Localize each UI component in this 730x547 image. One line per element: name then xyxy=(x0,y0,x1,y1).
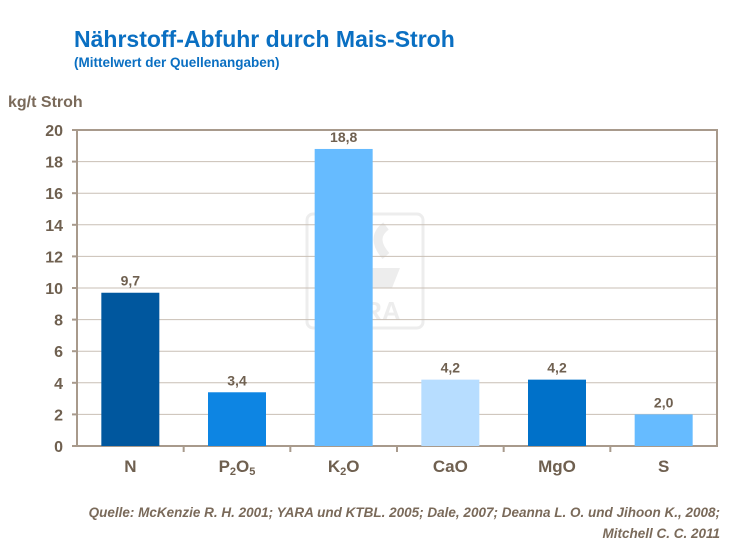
x-tick-label: MgO xyxy=(538,457,576,476)
bar xyxy=(528,379,586,446)
y-tick-label: 2 xyxy=(54,407,63,424)
y-tick-label: 16 xyxy=(45,186,63,203)
y-tick-label: 10 xyxy=(45,281,63,298)
watermark-sail xyxy=(373,222,390,259)
bar xyxy=(208,392,266,446)
y-tick-label: 8 xyxy=(54,313,63,330)
y-tick-label: 4 xyxy=(54,376,63,393)
bar xyxy=(634,414,693,446)
data-label: 3,4 xyxy=(227,372,247,388)
x-tick-label: CaO xyxy=(433,457,468,476)
chart-subtitle: (Mittelwert der Quellenangaben) xyxy=(74,55,280,70)
data-label: 4,2 xyxy=(547,360,567,376)
bar xyxy=(101,292,160,446)
source-note: Quelle: McKenzie R. H. 2001; YARA und KT… xyxy=(88,505,720,541)
bar xyxy=(314,148,373,446)
y-axis-label: kg/t Stroh xyxy=(8,94,83,111)
y-tick-label: 14 xyxy=(45,218,63,235)
x-tick-label: S xyxy=(658,457,669,476)
x-tick-label: N xyxy=(124,457,136,476)
data-label: 9,7 xyxy=(121,273,141,289)
y-tick-label: 6 xyxy=(54,344,63,361)
bar xyxy=(421,379,480,446)
y-tick-label: 0 xyxy=(54,439,63,456)
x-tick-label: K2O xyxy=(328,457,360,478)
data-label: 4,2 xyxy=(441,360,461,376)
data-label: 2,0 xyxy=(654,394,674,410)
y-tick-label: 20 xyxy=(45,123,63,140)
chart-title: Nährstoff-Abfuhr durch Mais-Stroh xyxy=(74,26,455,52)
x-tick-label: P2O5 xyxy=(219,457,256,478)
data-label: 18,8 xyxy=(330,129,357,145)
y-tick-label: 12 xyxy=(45,249,63,266)
y-tick-label: 18 xyxy=(45,155,63,172)
